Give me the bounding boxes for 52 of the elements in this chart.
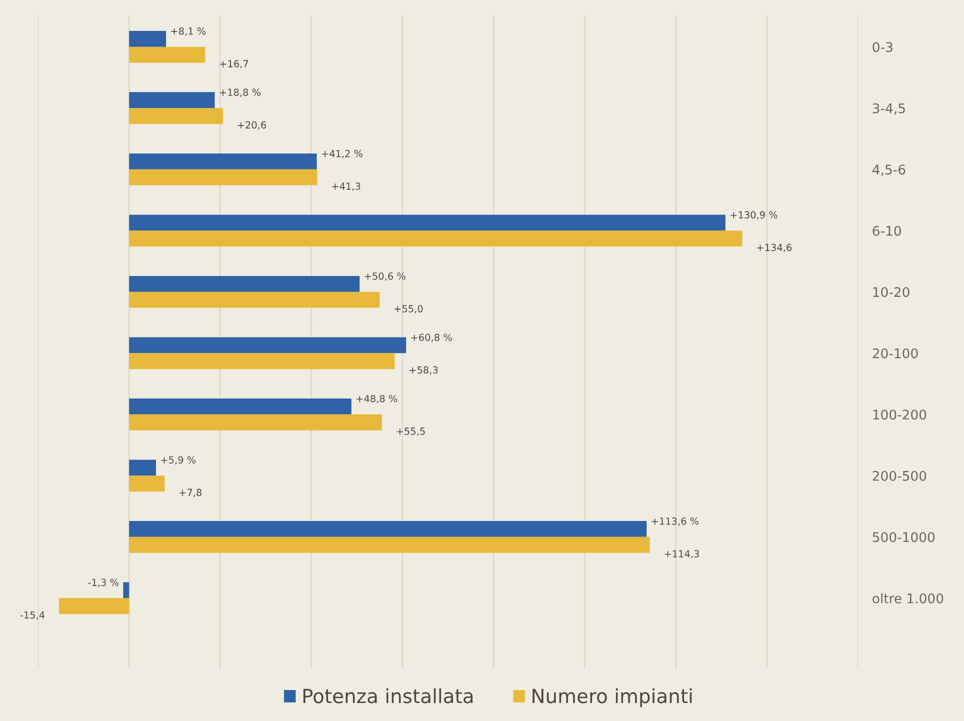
y-tick-label: 200-500 — [872, 470, 926, 481]
data-label: +20,6 — [238, 121, 266, 130]
bar — [129, 153, 317, 170]
y-tick-label: 10-20 — [873, 287, 910, 298]
data-label: -15,4 — [20, 611, 45, 620]
bar — [129, 353, 395, 370]
y-tick-label: 0-3 — [872, 42, 892, 52]
data-label: +16,7 — [220, 60, 248, 68]
data-label: +41,2 % — [322, 150, 363, 158]
bar — [129, 476, 165, 492]
bar — [129, 520, 647, 537]
bar — [129, 230, 742, 247]
y-tick-label: 20-100 — [872, 348, 918, 358]
data-label: +58,3 — [410, 366, 438, 375]
bar — [129, 398, 352, 414]
y-tick-label: 6-10 — [872, 226, 901, 236]
data-label: +134,6 — [757, 244, 792, 252]
y-tick-label: 100-200 — [873, 410, 926, 420]
bar — [129, 276, 360, 292]
bar — [129, 414, 382, 430]
data-label: +55,0 — [394, 305, 423, 314]
data-label: +130,9 % — [730, 211, 778, 220]
bar — [58, 598, 130, 614]
data-label: +18,8 % — [220, 88, 261, 98]
bar — [129, 108, 223, 124]
bar — [129, 337, 406, 354]
data-label: +8,1 % — [171, 27, 206, 36]
data-label: +5,9 % — [161, 456, 196, 465]
data-label: +60,8 % — [411, 334, 452, 342]
bar — [129, 92, 215, 108]
bar — [129, 536, 650, 553]
data-label: +41,3 — [332, 182, 360, 191]
bar — [129, 169, 318, 186]
data-label: +7,8 — [180, 488, 202, 498]
bar — [129, 30, 166, 47]
bar — [129, 46, 206, 63]
bar — [129, 214, 726, 231]
y-tick-label: oltre 1.000 — [872, 593, 944, 604]
bar — [129, 292, 380, 308]
data-label: +48,8 % — [356, 394, 398, 404]
data-label: +113,6 % — [652, 517, 699, 526]
bar — [129, 460, 156, 476]
data-label: +55,5 — [396, 428, 425, 436]
data-label: +50,6 % — [364, 272, 406, 281]
y-tick-label: 4,5-6 — [872, 164, 906, 176]
legend-label: Numero impianti — [532, 688, 692, 708]
y-tick-label: 500-1000 — [872, 532, 935, 542]
bar — [123, 582, 130, 598]
data-label: +114,3 — [664, 550, 699, 558]
y-tick-label: 3-4,5 — [872, 103, 905, 115]
data-label: -1,3 % — [88, 578, 118, 588]
legend-label: Potenza installata — [303, 688, 473, 704]
